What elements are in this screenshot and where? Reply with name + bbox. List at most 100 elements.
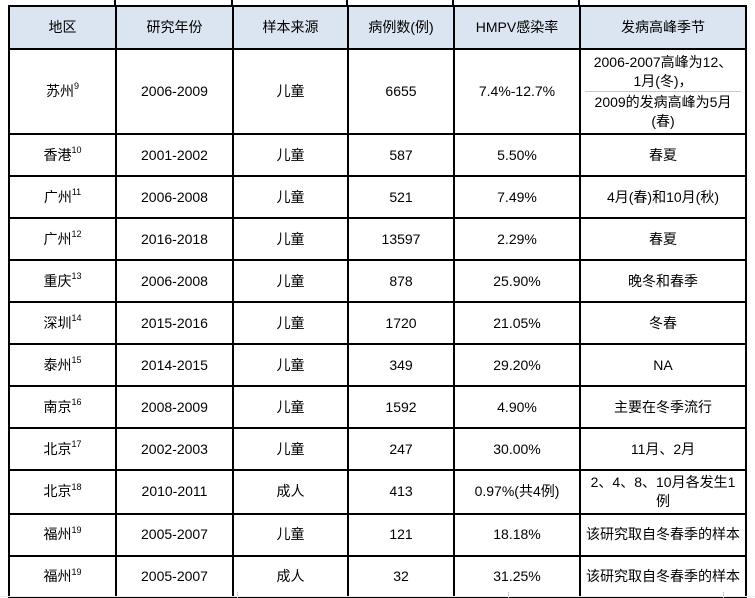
reference-superscript: 17 <box>71 438 82 449</box>
region-label: 广州 <box>43 230 72 247</box>
reference-superscript: 11 <box>71 186 82 197</box>
table-row: 深圳14 2015-2016 儿童 1720 21.05% 冬春 <box>8 301 747 345</box>
cell-source: 儿童 <box>232 385 349 429</box>
gridline-artifact <box>346 0 348 5</box>
reference-superscript: 16 <box>71 396 82 407</box>
cell-cases: 6655 <box>347 48 455 135</box>
cell-region: 北京17 <box>8 427 117 471</box>
cell-years: 2005-2007 <box>115 512 234 557</box>
header-row: 地区 研究年份 样本来源 病例数(例) HMPV感染率 发病高峰季节 <box>8 5 747 50</box>
gridline-artifact <box>508 592 509 598</box>
reference-superscript: 9 <box>73 81 79 92</box>
region-label: 广州 <box>43 188 72 205</box>
cell-source: 儿童 <box>232 217 349 261</box>
cell-season: 春夏 <box>579 133 747 177</box>
table-row: 北京17 2002-2003 儿童 247 30.00% 11月、2月 <box>8 427 747 471</box>
cell-region: 北京18 <box>8 469 117 515</box>
cell-cases: 1720 <box>347 301 455 345</box>
header-season: 发病高峰季节 <box>579 5 747 50</box>
cell-source: 儿童 <box>232 133 349 177</box>
cell-years: 2008-2009 <box>115 385 234 429</box>
cell-rate: 29.20% <box>453 343 581 387</box>
region-label: 北京 <box>43 483 72 500</box>
cell-season: 冬春 <box>579 301 747 345</box>
cell-region: 香港10 <box>8 133 117 177</box>
header-region: 地区 <box>8 5 117 50</box>
cell-source: 儿童 <box>232 512 349 557</box>
reference-superscript: 19 <box>71 524 82 535</box>
cell-cases: 878 <box>347 259 455 303</box>
cell-source: 儿童 <box>232 259 349 303</box>
cell-years: 2006-2009 <box>115 48 234 135</box>
region-label: 深圳 <box>43 314 72 331</box>
reference-superscript: 19 <box>71 566 82 577</box>
table-row: 重庆13 2006-2008 儿童 878 25.90% 晚冬和春季 <box>8 259 747 303</box>
page-edge-line <box>0 596 755 597</box>
cell-cases: 32 <box>347 554 455 598</box>
reference-superscript: 10 <box>71 144 82 155</box>
table-row: 北京18 2010-2011 成人 413 0.97%(共4例) 2、4、8、1… <box>8 469 747 515</box>
cell-rate: 31.25% <box>453 554 581 598</box>
cell-cases: 587 <box>347 133 455 177</box>
cell-season: 2006-2007高峰为12、1月(冬)， 2009的发病高峰为5月(春) <box>579 48 747 135</box>
cell-rate: 7.4%-12.7% <box>453 48 581 135</box>
cell-years: 2005-2007 <box>115 554 234 598</box>
cell-region: 南京16 <box>8 385 117 429</box>
reference-superscript: 14 <box>71 312 82 323</box>
cell-rate: 2.29% <box>453 217 581 261</box>
cell-cases: 13597 <box>347 217 455 261</box>
table-row: 泰州15 2014-2015 儿童 349 29.20% NA <box>8 343 747 387</box>
region-label: 香港 <box>43 146 72 163</box>
cell-rate: 5.50% <box>453 133 581 177</box>
table-row: 福州19 2005-2007 成人 32 31.25% 该研究取自冬春季的样本 <box>8 554 747 598</box>
cell-years: 2006-2008 <box>115 175 234 219</box>
cell-region: 重庆13 <box>8 259 117 303</box>
cell-cases: 349 <box>347 343 455 387</box>
cell-years: 2014-2015 <box>115 343 234 387</box>
cell-season: 该研究取自冬春季的样本 <box>579 512 747 557</box>
hmpv-studies-table: 地区 研究年份 样本来源 病例数(例) HMPV感染率 发病高峰季节 苏州9 2… <box>8 5 747 598</box>
cell-source: 儿童 <box>232 301 349 345</box>
cell-source: 儿童 <box>232 175 349 219</box>
cell-season: 晚冬和春季 <box>579 259 747 303</box>
table-row: 广州11 2006-2008 儿童 521 7.49% 4月(春)和10月(秋) <box>8 175 747 219</box>
region-label: 重庆 <box>43 272 72 289</box>
reference-superscript: 13 <box>71 270 82 281</box>
region-label: 泰州 <box>43 356 72 373</box>
cell-region: 福州19 <box>8 512 117 557</box>
region-label: 南京 <box>43 398 72 415</box>
cell-rate: 18.18% <box>453 512 581 557</box>
cell-season: 春夏 <box>579 217 747 261</box>
cell-years: 2002-2003 <box>115 427 234 471</box>
cell-region: 福州19 <box>8 554 117 598</box>
table-row: 香港10 2001-2002 儿童 587 5.50% 春夏 <box>8 133 747 177</box>
cell-cases: 1592 <box>347 385 455 429</box>
reference-superscript: 12 <box>71 228 82 239</box>
cell-cases: 521 <box>347 175 455 219</box>
cell-years: 2015-2016 <box>115 301 234 345</box>
gridline-artifact <box>231 0 233 5</box>
table-row: 福州19 2005-2007 儿童 121 18.18% 该研究取自冬春季的样本 <box>8 512 747 557</box>
region-label: 福州 <box>43 568 72 585</box>
cell-region: 广州12 <box>8 217 117 261</box>
gridline-artifact <box>578 0 580 5</box>
gridline-artifact <box>723 592 724 598</box>
gridline-artifact <box>114 0 116 5</box>
cell-cases: 247 <box>347 427 455 471</box>
cell-source: 儿童 <box>232 343 349 387</box>
cell-cases: 121 <box>347 512 455 557</box>
cell-years: 2010-2011 <box>115 469 234 515</box>
cell-region: 深圳14 <box>8 301 117 345</box>
gridline-artifact <box>452 0 454 5</box>
cell-season: 该研究取自冬春季的样本 <box>579 554 747 598</box>
cell-source: 儿童 <box>232 48 349 135</box>
reference-superscript: 15 <box>71 354 82 365</box>
region-label: 福州 <box>43 526 72 543</box>
cell-years: 2016-2018 <box>115 217 234 261</box>
cell-region: 苏州9 <box>8 48 117 135</box>
cell-rate: 21.05% <box>453 301 581 345</box>
cell-season: 2、4、8、10月各发生1例 <box>579 469 747 515</box>
header-rate: HMPV感染率 <box>453 5 581 50</box>
cell-season: 主要在冬季流行 <box>579 385 747 429</box>
